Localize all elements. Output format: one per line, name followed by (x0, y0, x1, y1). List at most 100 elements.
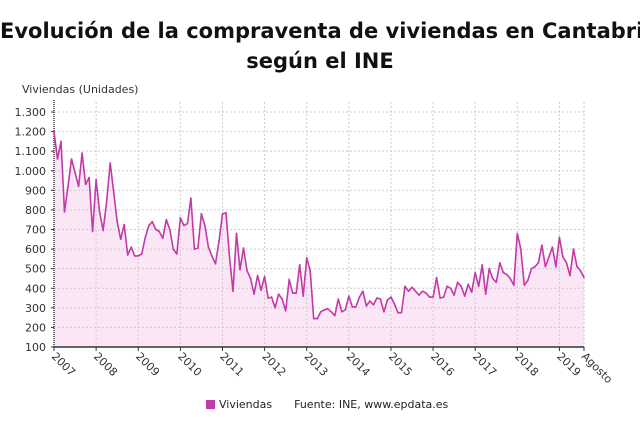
data-point (435, 276, 438, 279)
data-point (98, 211, 101, 213)
data-point (316, 317, 319, 320)
data-point (369, 300, 371, 302)
data-point (516, 232, 519, 235)
data-point (467, 283, 469, 286)
data-point (305, 257, 308, 259)
data-point (221, 213, 224, 215)
data-point (88, 176, 90, 179)
x-tick-label: 2007 (49, 350, 78, 379)
data-point (326, 308, 329, 310)
y-tick-label: 700 (25, 224, 46, 237)
data-point (130, 246, 133, 248)
data-point (67, 185, 69, 188)
data-point (249, 277, 252, 280)
y-tick-label: 300 (25, 302, 46, 315)
data-point (242, 247, 245, 249)
data-point (470, 291, 473, 293)
data-point (484, 293, 487, 295)
data-point (281, 298, 283, 300)
data-point (312, 317, 315, 320)
y-tick-label: 900 (25, 184, 46, 197)
data-point (267, 297, 269, 299)
data-point (358, 296, 361, 298)
y-axis-label: Viviendas (Unidades) (22, 83, 139, 96)
data-point (218, 240, 220, 243)
data-point (333, 314, 336, 317)
y-tick-label: 800 (25, 204, 46, 217)
data-point (207, 246, 210, 248)
data-point (56, 158, 59, 160)
data-point (544, 265, 547, 268)
data-point (154, 228, 157, 231)
x-tick-label: 2012 (259, 350, 288, 379)
series-line-viviendas (53, 131, 585, 320)
legend-swatch (206, 400, 215, 409)
data-point (488, 267, 491, 270)
data-point (165, 218, 168, 221)
data-point (365, 305, 368, 307)
data-point (386, 299, 389, 301)
data-point (109, 162, 111, 164)
data-point (119, 238, 122, 241)
data-point (407, 290, 410, 292)
x-tick-label: 2010 (175, 350, 204, 379)
data-point (523, 284, 526, 287)
data-point (477, 285, 480, 288)
x-tick-label: 2016 (428, 350, 457, 379)
data-point (372, 304, 375, 306)
data-point (530, 267, 533, 270)
data-point (583, 276, 585, 279)
data-point (428, 296, 431, 298)
data-point (140, 253, 143, 255)
data-point (397, 311, 399, 314)
data-point (225, 212, 227, 214)
data-point (144, 236, 147, 239)
data-point (295, 292, 297, 294)
data-point (579, 269, 582, 272)
data-point (239, 268, 241, 271)
data-point (474, 271, 476, 274)
data-point (569, 274, 571, 277)
data-point (158, 230, 161, 233)
data-point (277, 293, 280, 295)
data-point (572, 248, 575, 250)
data-point (421, 290, 424, 292)
data-point (253, 293, 255, 295)
data-point (520, 248, 522, 250)
data-point (481, 263, 484, 266)
data-point (147, 224, 150, 227)
data-point (169, 228, 171, 231)
data-point (116, 220, 118, 223)
data-point (509, 277, 512, 280)
data-point (498, 261, 501, 264)
data-point (344, 308, 347, 311)
data-point (274, 307, 276, 309)
data-point (393, 303, 396, 305)
data-point (263, 275, 266, 278)
data-point (133, 255, 136, 257)
data-point (565, 261, 568, 264)
data-point (390, 296, 392, 298)
data-point (63, 211, 66, 213)
data-point (126, 254, 129, 256)
data-point (362, 290, 364, 292)
data-point (123, 223, 125, 226)
data-point (260, 289, 262, 292)
data-point (383, 310, 385, 313)
data-point (537, 261, 540, 264)
data-point (439, 297, 441, 299)
data-point (319, 310, 322, 313)
data-point (337, 298, 340, 300)
data-point (446, 285, 448, 288)
data-point (193, 248, 196, 250)
x-tick-label: 2018 (512, 350, 541, 379)
data-point (176, 253, 178, 255)
y-tick-label: 1.000 (15, 165, 47, 178)
data-point (548, 256, 550, 258)
data-point (270, 296, 273, 298)
data-point (302, 295, 305, 297)
data-point (186, 222, 189, 225)
x-tick-label: 2011 (217, 350, 246, 379)
data-point (172, 248, 175, 250)
data-point (551, 246, 554, 248)
